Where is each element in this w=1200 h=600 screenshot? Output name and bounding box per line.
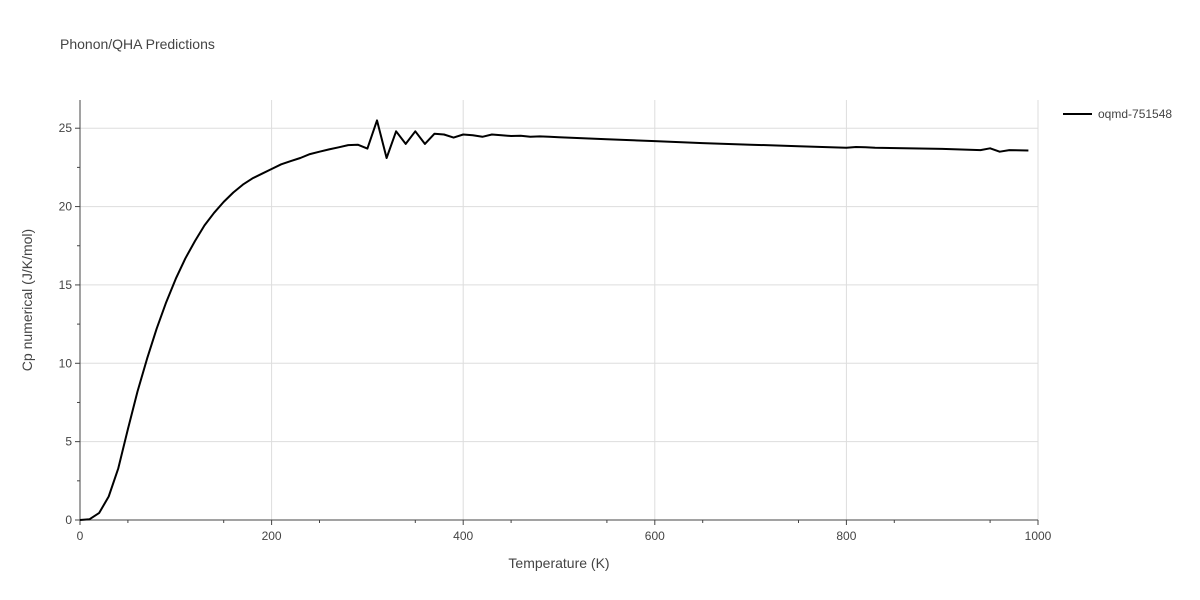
y-tick-label: 10: [59, 356, 73, 370]
x-axis-ticks: 0 200 400 600 800 1000: [77, 520, 1052, 543]
x-tick-label: 1000: [1025, 529, 1052, 543]
x-axis-title: Temperature (K): [508, 555, 609, 571]
x-tick-label: 0: [77, 529, 84, 543]
y-tick-label: 20: [59, 200, 73, 214]
series-line[interactable]: [79, 119, 1029, 521]
x-tick-label: 600: [645, 529, 665, 543]
y-tick-label: 0: [65, 513, 72, 527]
series-layer: [79, 119, 1029, 521]
legend[interactable]: oqmd-751548: [1063, 107, 1172, 121]
y-tick-label: 5: [65, 435, 72, 449]
y-tick-label: 15: [59, 278, 73, 292]
x-tick-label: 200: [262, 529, 282, 543]
y-axis-title: Cp numerical (J/K/mol): [19, 229, 35, 371]
axes: [79, 100, 1038, 521]
grid-lines: [80, 100, 1039, 520]
y-tick-label: 25: [59, 121, 73, 135]
x-tick-label: 800: [836, 529, 856, 543]
x-tick-label: 400: [453, 529, 473, 543]
legend-label: oqmd-751548: [1098, 107, 1172, 121]
chart-title: Phonon/QHA Predictions: [60, 36, 215, 52]
y-axis-ticks: 0 5 10 15 20 25: [59, 121, 80, 527]
